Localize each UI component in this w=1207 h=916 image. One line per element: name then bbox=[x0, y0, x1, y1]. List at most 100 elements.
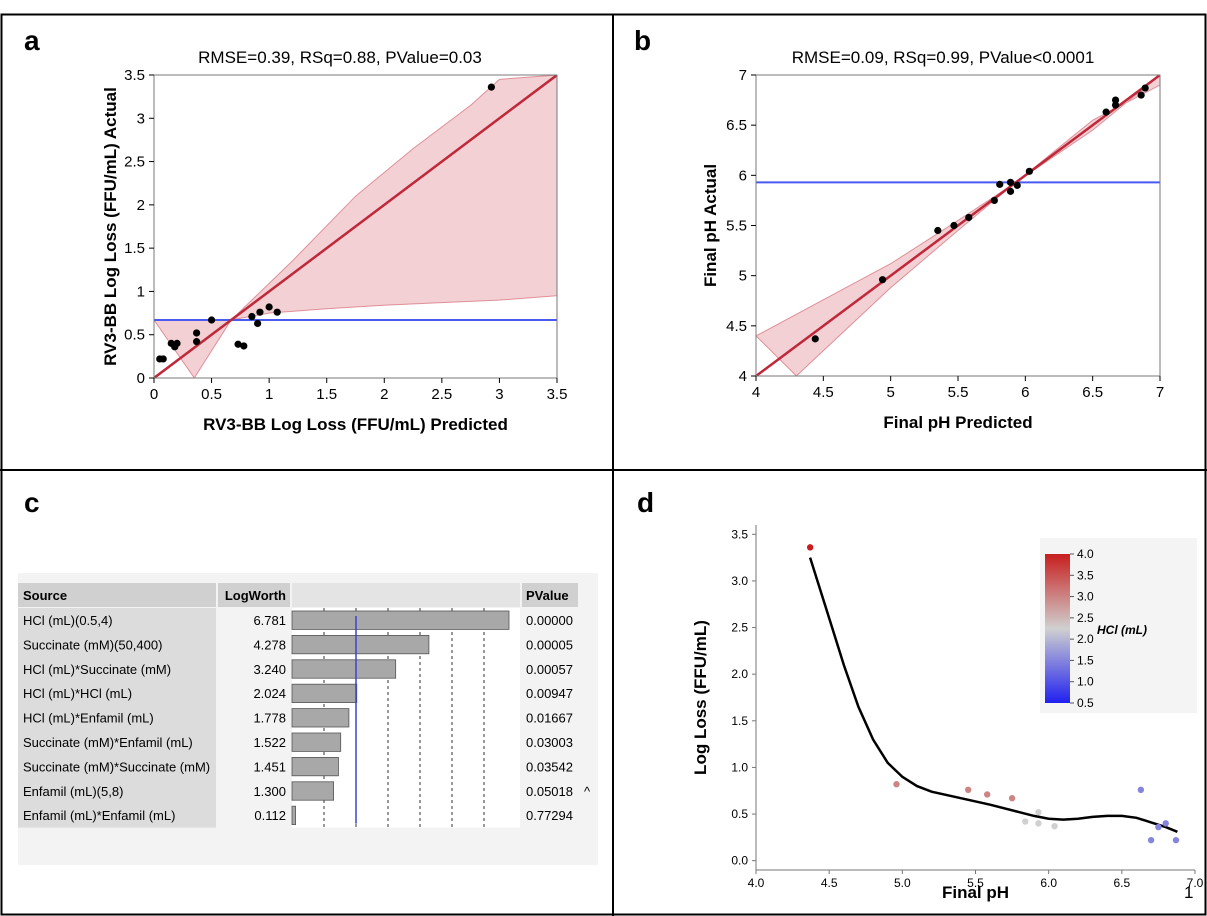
logworth-bar bbox=[291, 757, 339, 777]
x-axis-label: Final pH Predicted bbox=[883, 413, 1032, 432]
header-source: Source bbox=[23, 588, 67, 603]
data-point bbox=[806, 544, 814, 551]
row-logworth: 6.781 bbox=[253, 613, 286, 628]
data-point bbox=[1111, 101, 1120, 109]
source-column-bg bbox=[18, 608, 216, 828]
y-axis-label: RV3-BB Log Loss (FFU/mL) Actual bbox=[101, 87, 120, 366]
data-point bbox=[254, 319, 262, 328]
panel-label-a: a bbox=[24, 25, 40, 56]
data-point bbox=[265, 303, 273, 311]
data-point bbox=[240, 342, 248, 350]
x-tick-label: 0.5 bbox=[201, 386, 222, 403]
logworth-bar bbox=[291, 610, 510, 630]
plot-frame bbox=[153, 74, 558, 379]
data-point bbox=[1137, 786, 1145, 794]
y-tick-label: 1.0 bbox=[731, 760, 748, 774]
effect-summary-table: Source LogWorth PValue HCl (mL)(0.5,4) 6.781… bbox=[18, 573, 598, 865]
data-point bbox=[964, 786, 972, 794]
data-point bbox=[207, 316, 216, 324]
legend-tick-label: 1.5 bbox=[1077, 653, 1094, 667]
corner-number: 1 bbox=[1184, 883, 1193, 902]
data-point bbox=[1141, 84, 1149, 92]
y-tick-label: 4 bbox=[739, 368, 747, 385]
logworth-bar bbox=[291, 659, 397, 679]
legend-tick-label: 3.0 bbox=[1077, 590, 1094, 604]
data-point bbox=[1155, 823, 1162, 831]
legend-tick-label: 2.0 bbox=[1077, 632, 1094, 646]
data-point bbox=[234, 340, 242, 348]
data-point bbox=[878, 276, 887, 284]
data-point bbox=[1008, 795, 1016, 802]
row-logworth: 3.240 bbox=[253, 662, 286, 677]
y-tick-label: 2 bbox=[137, 197, 145, 214]
x-axis-label: RV3-BB Log Loss (FFU/mL) Predicted bbox=[203, 415, 508, 434]
legend-title: HCl (mL) bbox=[1097, 623, 1147, 637]
legend-tick-label: 2.5 bbox=[1077, 611, 1094, 625]
row-logworth: 0.112 bbox=[254, 808, 286, 823]
logworth-bar bbox=[291, 805, 296, 826]
row-source: HCl (mL)(0.5,4) bbox=[23, 613, 113, 628]
y-tick-label: 4.5 bbox=[726, 318, 747, 335]
row-source: Enfamil (mL)(5,8) bbox=[23, 784, 123, 799]
row-source: HCl (mL)*HCl (mL) bbox=[23, 686, 132, 701]
y-tick-label: 7 bbox=[739, 67, 747, 84]
data-point bbox=[1013, 181, 1021, 189]
data-point bbox=[1025, 167, 1033, 175]
row-pvalue: 0.00057 bbox=[526, 662, 573, 677]
data-point bbox=[487, 83, 495, 91]
x-tick-label: 5.5 bbox=[948, 384, 969, 401]
y-tick-label: 0 bbox=[137, 370, 145, 387]
row-logworth: 1.778 bbox=[253, 711, 286, 726]
row-pvalue: 0.03003 bbox=[526, 735, 573, 750]
row-source: HCl (mL)*Enfamil (mL) bbox=[23, 711, 154, 726]
y-tick-label: 0.5 bbox=[124, 327, 145, 344]
y-tick-label: 1 bbox=[137, 283, 145, 300]
chart-d: 4.0 4.5 5.0 5.5 6.0 6.5 7.0 0.0 0.5 1.0 1.5 2.0 2.5 3… bbox=[691, 525, 1204, 902]
row-source: Enfamil (mL)*Enfamil (mL) bbox=[23, 808, 175, 823]
data-point bbox=[1035, 820, 1042, 827]
x-tick-label: 6.5 bbox=[1082, 384, 1103, 401]
y-tick-label: 2.5 bbox=[731, 621, 748, 635]
data-point bbox=[159, 355, 167, 363]
row-source: HCl (mL)*Succinate (mM) bbox=[23, 662, 171, 677]
chart-a-title: RMSE=0.39, RSq=0.88, PValue=0.03 bbox=[198, 48, 482, 67]
x-tick-label: 5.0 bbox=[894, 876, 911, 890]
row-pvalue: 0.00000 bbox=[526, 613, 573, 628]
header-cell-bg bbox=[18, 583, 216, 607]
row-source: Succinate (mM)*Succinate (mM) bbox=[23, 759, 210, 774]
panel-label-d: d bbox=[637, 487, 654, 518]
data-point bbox=[893, 781, 900, 788]
data-point bbox=[173, 339, 181, 347]
y-tick-label: 3 bbox=[137, 110, 145, 127]
color-scale-bar bbox=[1045, 554, 1070, 703]
x-tick-label: 1.5 bbox=[316, 386, 337, 403]
x-tick-label: 4 bbox=[752, 384, 760, 401]
x-tick-label: 7.0 bbox=[1187, 876, 1204, 890]
data-point bbox=[1102, 108, 1110, 116]
data-point bbox=[965, 213, 973, 222]
y-tick-label: 1.5 bbox=[731, 714, 748, 728]
plot-area bbox=[756, 75, 1160, 376]
x-tick-label: 2 bbox=[380, 386, 388, 403]
fit-line bbox=[756, 75, 1160, 376]
legend-tick-label: 4.0 bbox=[1077, 547, 1094, 561]
legend-tick-label: 0.5 bbox=[1077, 696, 1094, 710]
panel-grid-border bbox=[0, 13, 1207, 916]
x-tick-label: 4.0 bbox=[748, 876, 765, 890]
header-logworth: LogWorth bbox=[225, 588, 286, 603]
y-tick-label: 1.5 bbox=[124, 240, 145, 257]
y-tick-label: 3.5 bbox=[124, 67, 145, 84]
panel-label-b: b bbox=[634, 25, 651, 56]
row-pvalue: 0.03542 bbox=[526, 759, 573, 774]
logworth-bar bbox=[291, 732, 342, 752]
x-tick-label: 3.5 bbox=[547, 386, 568, 403]
data-point bbox=[1172, 836, 1180, 844]
header-cell-bg bbox=[292, 583, 520, 607]
legend-tick-label: 1.0 bbox=[1077, 675, 1094, 689]
y-tick-label: 0.0 bbox=[731, 854, 748, 868]
row-logworth: 1.451 bbox=[253, 759, 286, 774]
x-tick-label: 7 bbox=[1156, 384, 1164, 401]
data-point bbox=[193, 329, 201, 337]
